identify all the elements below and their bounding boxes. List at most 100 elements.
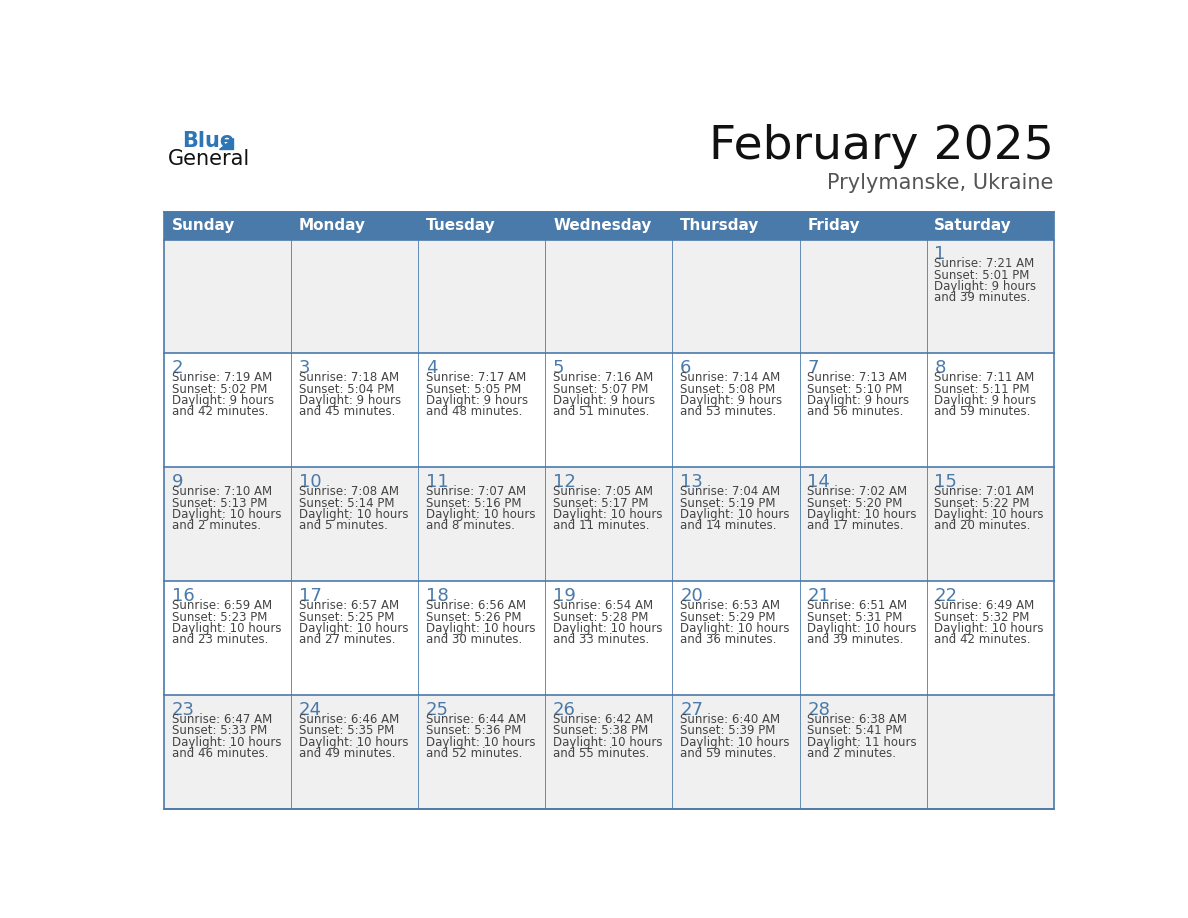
Text: Sunrise: 6:40 AM: Sunrise: 6:40 AM — [681, 713, 781, 726]
Text: and 53 minutes.: and 53 minutes. — [681, 406, 777, 419]
Text: Sunrise: 6:46 AM: Sunrise: 6:46 AM — [299, 713, 399, 726]
Text: and 30 minutes.: and 30 minutes. — [426, 633, 523, 646]
Bar — [164, 240, 291, 353]
Text: 21: 21 — [808, 587, 830, 605]
Polygon shape — [219, 138, 233, 150]
Text: and 36 minutes.: and 36 minutes. — [681, 633, 777, 646]
Text: Tuesday: Tuesday — [426, 218, 495, 233]
Text: and 20 minutes.: and 20 minutes. — [934, 520, 1031, 532]
Text: Daylight: 10 hours: Daylight: 10 hours — [426, 508, 536, 521]
Bar — [164, 212, 1054, 810]
Text: Sunrise: 7:21 AM: Sunrise: 7:21 AM — [934, 257, 1035, 270]
Text: and 8 minutes.: and 8 minutes. — [426, 520, 514, 532]
Text: Sunset: 5:38 PM: Sunset: 5:38 PM — [554, 724, 649, 737]
Bar — [164, 212, 291, 240]
Text: Daylight: 10 hours: Daylight: 10 hours — [681, 621, 790, 635]
Bar — [164, 581, 291, 695]
Text: Sunrise: 6:44 AM: Sunrise: 6:44 AM — [426, 713, 526, 726]
Text: Sunrise: 7:17 AM: Sunrise: 7:17 AM — [426, 371, 526, 385]
Text: Sunday: Sunday — [172, 218, 235, 233]
Bar — [927, 240, 1054, 353]
Bar — [418, 353, 545, 467]
Text: and 33 minutes.: and 33 minutes. — [554, 633, 650, 646]
Text: 20: 20 — [681, 587, 703, 605]
Text: Daylight: 10 hours: Daylight: 10 hours — [426, 621, 536, 635]
Text: and 39 minutes.: and 39 minutes. — [808, 633, 904, 646]
Text: and 59 minutes.: and 59 minutes. — [934, 406, 1031, 419]
Text: Saturday: Saturday — [934, 218, 1012, 233]
Text: 5: 5 — [554, 359, 564, 377]
Text: Sunset: 5:16 PM: Sunset: 5:16 PM — [426, 497, 522, 509]
Bar — [672, 581, 800, 695]
Text: 16: 16 — [172, 587, 195, 605]
Text: Sunset: 5:36 PM: Sunset: 5:36 PM — [426, 724, 522, 737]
Bar — [545, 581, 672, 695]
Text: Daylight: 10 hours: Daylight: 10 hours — [934, 508, 1044, 521]
Bar — [545, 467, 672, 581]
Bar — [291, 695, 418, 810]
Text: Sunset: 5:31 PM: Sunset: 5:31 PM — [808, 610, 903, 623]
Text: Sunrise: 6:38 AM: Sunrise: 6:38 AM — [808, 713, 908, 726]
Text: Sunset: 5:39 PM: Sunset: 5:39 PM — [681, 724, 776, 737]
Bar — [291, 581, 418, 695]
Text: Sunset: 5:26 PM: Sunset: 5:26 PM — [426, 610, 522, 623]
Text: Sunrise: 7:07 AM: Sunrise: 7:07 AM — [426, 485, 526, 498]
Text: Daylight: 9 hours: Daylight: 9 hours — [299, 394, 402, 407]
Text: Daylight: 10 hours: Daylight: 10 hours — [299, 621, 409, 635]
Text: Sunset: 5:22 PM: Sunset: 5:22 PM — [934, 497, 1030, 509]
Text: Daylight: 9 hours: Daylight: 9 hours — [172, 394, 274, 407]
Text: and 42 minutes.: and 42 minutes. — [934, 633, 1031, 646]
Text: Daylight: 10 hours: Daylight: 10 hours — [172, 736, 282, 749]
Text: 12: 12 — [554, 473, 576, 491]
Text: 25: 25 — [426, 700, 449, 719]
Text: Sunset: 5:29 PM: Sunset: 5:29 PM — [681, 610, 776, 623]
Text: Sunrise: 7:13 AM: Sunrise: 7:13 AM — [808, 371, 908, 385]
Text: and 46 minutes.: and 46 minutes. — [172, 747, 268, 760]
Text: Sunrise: 6:57 AM: Sunrise: 6:57 AM — [299, 599, 399, 612]
Text: Daylight: 10 hours: Daylight: 10 hours — [554, 736, 663, 749]
Text: and 51 minutes.: and 51 minutes. — [554, 406, 650, 419]
Text: and 27 minutes.: and 27 minutes. — [299, 633, 396, 646]
Bar — [291, 353, 418, 467]
Text: Daylight: 11 hours: Daylight: 11 hours — [808, 736, 917, 749]
Text: 19: 19 — [554, 587, 576, 605]
Text: Sunset: 5:05 PM: Sunset: 5:05 PM — [426, 383, 522, 396]
Text: and 2 minutes.: and 2 minutes. — [808, 747, 896, 760]
Text: Sunrise: 7:11 AM: Sunrise: 7:11 AM — [934, 371, 1035, 385]
Text: 7: 7 — [808, 359, 819, 377]
Text: Sunset: 5:14 PM: Sunset: 5:14 PM — [299, 497, 394, 509]
Text: Sunset: 5:01 PM: Sunset: 5:01 PM — [934, 269, 1030, 282]
Bar — [164, 353, 291, 467]
Bar — [927, 467, 1054, 581]
Text: Daylight: 10 hours: Daylight: 10 hours — [299, 508, 409, 521]
Text: 10: 10 — [299, 473, 322, 491]
Text: 1: 1 — [934, 245, 946, 263]
Text: Prylymanske, Ukraine: Prylymanske, Ukraine — [827, 174, 1054, 194]
Text: Sunrise: 7:14 AM: Sunrise: 7:14 AM — [681, 371, 781, 385]
Text: and 5 minutes.: and 5 minutes. — [299, 520, 387, 532]
Text: and 17 minutes.: and 17 minutes. — [808, 520, 904, 532]
Text: Sunrise: 6:42 AM: Sunrise: 6:42 AM — [554, 713, 653, 726]
Text: Daylight: 10 hours: Daylight: 10 hours — [299, 736, 409, 749]
Text: 24: 24 — [299, 700, 322, 719]
Text: and 2 minutes.: and 2 minutes. — [172, 520, 260, 532]
Text: 13: 13 — [681, 473, 703, 491]
Text: and 48 minutes.: and 48 minutes. — [426, 406, 523, 419]
Text: 14: 14 — [808, 473, 830, 491]
Text: Sunset: 5:13 PM: Sunset: 5:13 PM — [172, 497, 267, 509]
Text: Sunrise: 6:54 AM: Sunrise: 6:54 AM — [554, 599, 653, 612]
Text: Sunrise: 6:53 AM: Sunrise: 6:53 AM — [681, 599, 781, 612]
Bar — [672, 353, 800, 467]
Text: Sunrise: 7:19 AM: Sunrise: 7:19 AM — [172, 371, 272, 385]
Text: Sunrise: 7:16 AM: Sunrise: 7:16 AM — [554, 371, 653, 385]
Bar — [927, 581, 1054, 695]
Bar — [291, 467, 418, 581]
Bar — [291, 240, 418, 353]
Bar — [800, 581, 927, 695]
Text: Sunset: 5:32 PM: Sunset: 5:32 PM — [934, 610, 1030, 623]
Bar — [927, 353, 1054, 467]
Text: Daylight: 10 hours: Daylight: 10 hours — [426, 736, 536, 749]
Bar — [418, 581, 545, 695]
Bar — [800, 353, 927, 467]
Bar — [800, 467, 927, 581]
